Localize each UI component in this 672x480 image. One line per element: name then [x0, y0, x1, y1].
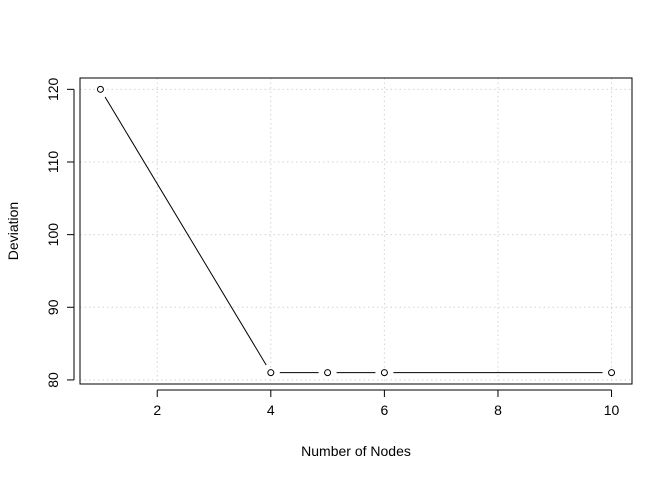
x-tick-label-6: 6	[380, 402, 388, 418]
y-axis-label: Deviation	[5, 202, 21, 260]
data-point-0	[96, 85, 104, 93]
x-tick-label-10: 10	[604, 402, 620, 418]
y-axis: 80 90 100 110 120	[45, 77, 75, 388]
x-tick-label-2: 2	[153, 402, 161, 418]
y-tick-label-120: 120	[45, 77, 61, 101]
x-axis-label: Number of Nodes	[301, 443, 411, 459]
series-segment-0	[104, 96, 267, 366]
y-tick-label-90: 90	[45, 299, 61, 315]
data-point-4	[608, 369, 616, 377]
y-tick-label-80: 80	[45, 372, 61, 388]
series-deviation	[96, 85, 616, 377]
grid	[80, 78, 632, 384]
x-tick-label-8: 8	[494, 402, 502, 418]
y-tick-label-110: 110	[45, 151, 61, 174]
data-point-3	[380, 369, 388, 377]
data-point-1	[267, 369, 275, 377]
y-tick-label-100: 100	[45, 223, 61, 247]
x-tick-label-4: 4	[267, 402, 275, 418]
x-axis: 2 4 6 8 10	[153, 389, 620, 418]
plot-frame	[79, 77, 633, 385]
data-point-2	[324, 369, 332, 377]
